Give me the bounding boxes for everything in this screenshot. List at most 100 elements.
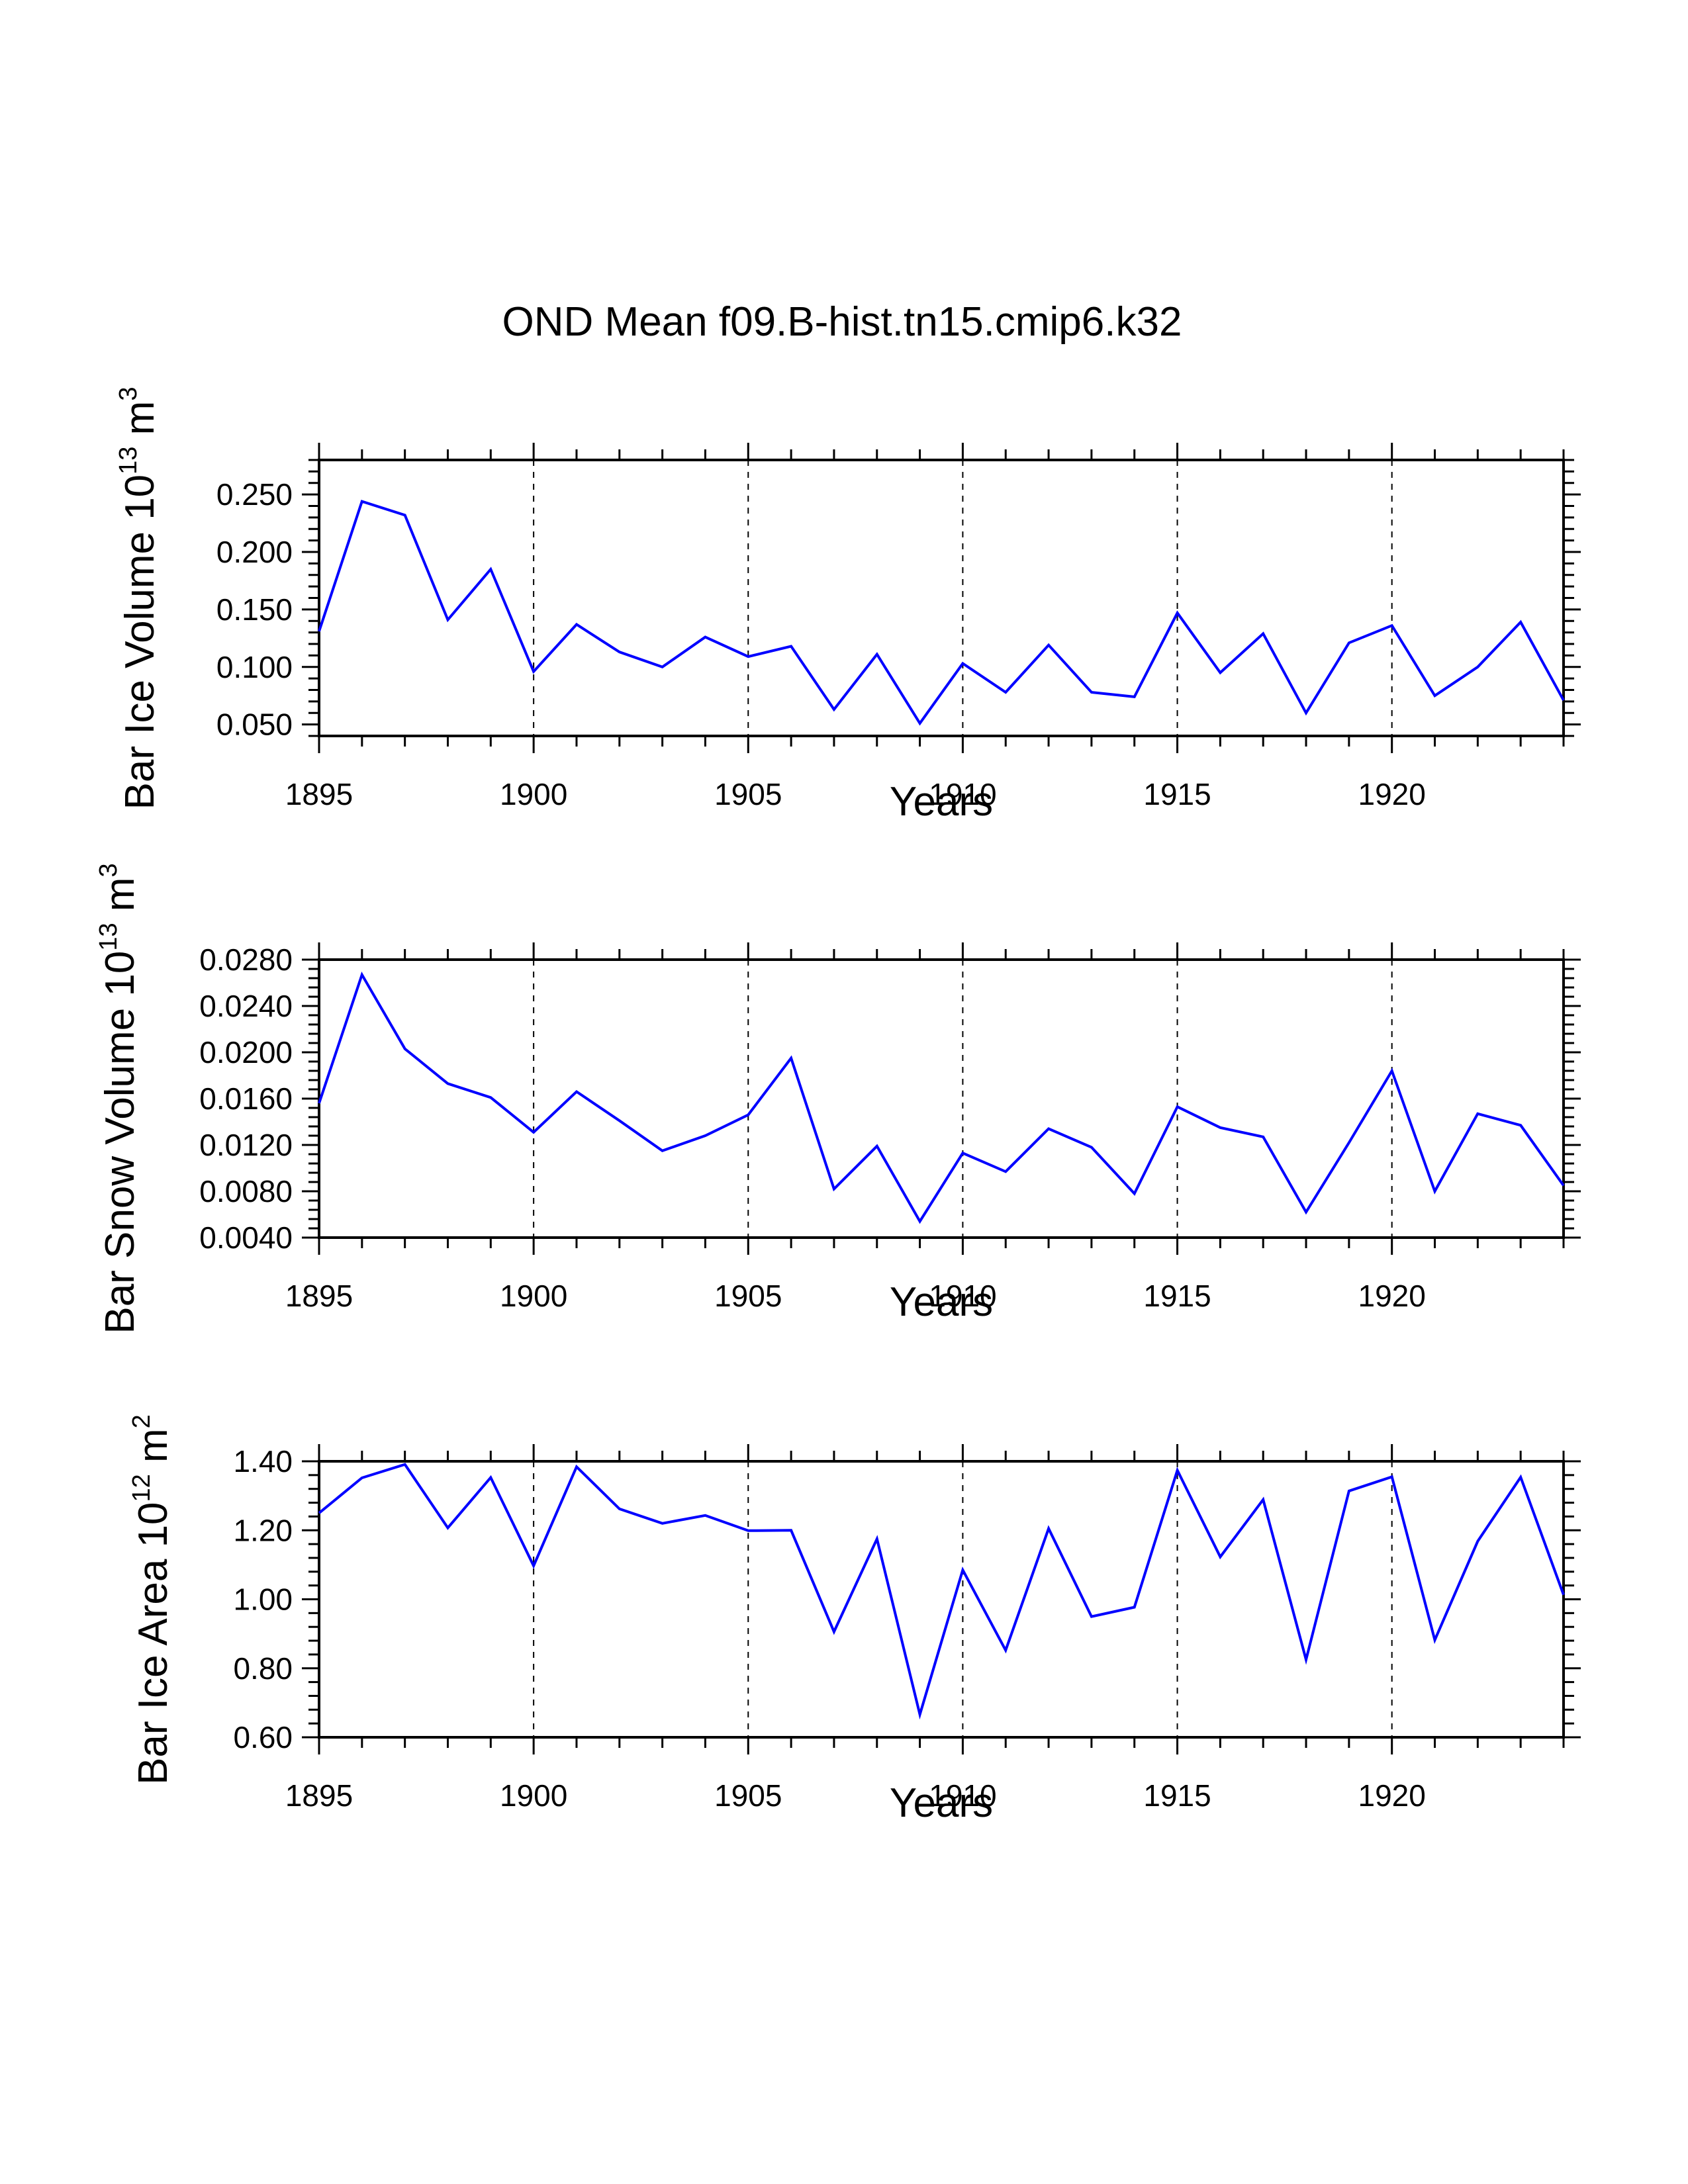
x-axis-label: Years <box>890 1780 993 1826</box>
y-axis-label-superscript: 13 <box>115 447 142 475</box>
data-point <box>703 1514 707 1518</box>
y-axis-label-superscript: 2 <box>128 1414 156 1428</box>
y-axis-label-superscript: 13 <box>95 923 122 950</box>
data-point <box>1519 620 1523 624</box>
x-tick-label: 1900 <box>500 1279 567 1313</box>
y-axis-label: Bar Ice Volume 1013 m3 <box>115 387 163 810</box>
y-tick-label: 0.250 <box>216 477 293 512</box>
x-tick-label: 1920 <box>1358 1279 1426 1313</box>
data-point <box>1304 1658 1308 1662</box>
data-point <box>703 635 707 639</box>
data-point <box>746 655 750 659</box>
plot-frame <box>318 958 1565 1239</box>
y-axis-label-part: m <box>117 401 163 447</box>
data-point <box>618 1118 622 1122</box>
data-point <box>661 665 665 669</box>
data-point <box>1261 1135 1265 1139</box>
x-tick-label: 1905 <box>714 1279 782 1313</box>
y-axis-label-part: m <box>130 1428 176 1474</box>
y-tick-label: 1.20 <box>233 1513 293 1547</box>
data-point <box>918 721 922 725</box>
data-point <box>1218 670 1222 674</box>
data-point <box>1433 1189 1437 1193</box>
x-tick-label: 1900 <box>500 1778 567 1813</box>
data-point <box>1476 665 1479 669</box>
data-point <box>961 662 964 666</box>
data-point <box>1347 641 1351 645</box>
data-point <box>403 1047 407 1051</box>
chart-panel-1: 1895 1900 1905 1910 1915 1920 0.050 0.100 0.150 0… <box>115 387 1581 825</box>
data-point <box>1562 1183 1566 1187</box>
data-point <box>445 1081 449 1085</box>
chart-panel-2: 1895 1900 1905 1910 1915 1920 0.0040 0.0080 0.01… <box>95 863 1581 1334</box>
data-point <box>360 973 364 977</box>
x-tick-label: 1920 <box>1358 777 1426 811</box>
x-tick-label: 1895 <box>285 777 353 811</box>
data-point <box>445 1526 449 1530</box>
x-tick-label: 1915 <box>1143 777 1211 811</box>
data-point <box>575 1465 579 1469</box>
data-point <box>1218 1555 1222 1559</box>
x-tick-label: 1895 <box>285 1778 353 1813</box>
y-axis-label-superscript: 3 <box>115 387 142 401</box>
y-axis-label: Bar Snow Volume 1013 m3 <box>95 863 143 1334</box>
data-point <box>317 629 321 633</box>
data-point <box>1347 1489 1351 1493</box>
y-axis-label-superscript: 12 <box>128 1474 156 1502</box>
y-axis-label-superscript: 3 <box>95 863 122 877</box>
x-tick-label: 1895 <box>285 1279 353 1313</box>
data-point <box>789 1056 793 1060</box>
data-point <box>403 1463 407 1467</box>
data-point <box>1304 1210 1308 1214</box>
data-point <box>1562 698 1566 702</box>
data-point <box>1133 695 1137 699</box>
data-point <box>661 1149 665 1153</box>
data-point <box>832 707 836 711</box>
y-tick-label: 1.00 <box>233 1582 293 1617</box>
data-point <box>317 1511 321 1515</box>
y-tick-label: 0.150 <box>216 592 293 627</box>
data-point <box>575 1090 579 1094</box>
y-tick-label: 0.200 <box>216 535 293 569</box>
data-point <box>918 1713 922 1717</box>
data-point <box>918 1220 922 1224</box>
data-point <box>445 618 449 622</box>
data-point <box>1047 643 1051 647</box>
data-point <box>961 1151 964 1155</box>
data-point <box>789 644 793 648</box>
data-point <box>1133 1192 1137 1196</box>
x-tick-label: 1915 <box>1143 1778 1211 1813</box>
data-point <box>489 567 492 571</box>
y-axis-label-part: Bar Snow Volume 10 <box>97 951 143 1334</box>
data-point <box>832 1629 836 1633</box>
data-point <box>1133 1605 1137 1609</box>
data-point <box>489 1475 492 1479</box>
data-point <box>1562 1593 1566 1597</box>
data-point <box>1433 1638 1437 1642</box>
data-point <box>1390 1475 1394 1479</box>
chart-panel-3: 1895 1900 1905 1910 1915 1920 0.60 0.80 1.00 1.20… <box>128 1414 1581 1826</box>
data-point <box>360 1476 364 1480</box>
data-point <box>1004 690 1008 694</box>
data-point <box>1090 1146 1094 1150</box>
data-point <box>875 653 879 657</box>
y-tick-label: 0.0160 <box>199 1081 293 1116</box>
data-point <box>1476 1112 1479 1116</box>
data-point <box>1218 1126 1222 1130</box>
chart-panels: 1895 1900 1905 1910 1915 1920 0.050 0.100 0.150 0… <box>95 387 1581 1826</box>
data-point <box>1347 1141 1351 1145</box>
data-point <box>1433 694 1437 698</box>
data-point <box>746 1529 750 1533</box>
x-tick-label: 1910 <box>929 1279 996 1313</box>
data-point <box>1519 1123 1523 1127</box>
y-tick-label: 0.80 <box>233 1651 293 1686</box>
y-tick-label: 0.0280 <box>199 942 293 977</box>
data-point <box>1176 611 1180 615</box>
y-tick-label: 0.050 <box>216 707 293 742</box>
y-tick-label: 0.60 <box>233 1720 293 1754</box>
y-tick-label: 0.100 <box>216 650 293 684</box>
y-tick-label: 0.0240 <box>199 989 293 1023</box>
series-line <box>318 971 1565 1224</box>
plot-frame <box>318 1460 1565 1739</box>
